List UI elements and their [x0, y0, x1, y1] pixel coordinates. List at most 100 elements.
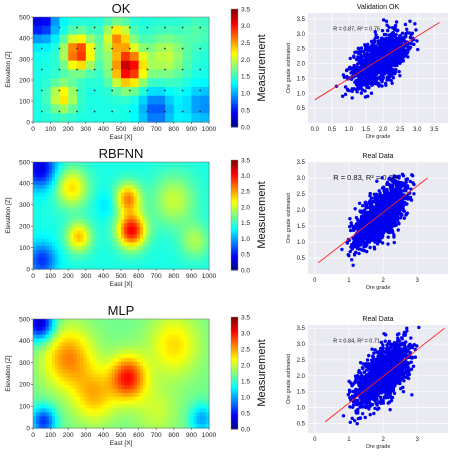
heatmap-cell	[80, 257, 84, 262]
heatmap-cell	[149, 165, 154, 171]
heatmap-cell	[191, 113, 201, 123]
colorbar-segment	[231, 119, 238, 122]
heatmap-cell	[55, 261, 59, 266]
sample-point	[76, 68, 78, 71]
heatmap-cell	[174, 165, 179, 171]
scatter-point	[366, 54, 371, 58]
scatter-point	[398, 33, 402, 38]
scatter-point	[397, 41, 401, 45]
heatmap-cell	[73, 169, 78, 175]
heatmap-cell	[187, 200, 191, 205]
heatmap-cell	[171, 238, 176, 243]
heatmap-cell	[133, 234, 138, 240]
scatter-point	[367, 205, 371, 210]
heatmap-cell	[86, 246, 91, 251]
heatmap-cell	[152, 188, 157, 194]
heatmap-cell	[67, 192, 72, 197]
heatmap-cell	[58, 234, 62, 240]
heatmap-cell	[94, 104, 104, 114]
heatmap-cell	[70, 257, 75, 262]
heatmap-cell	[68, 17, 78, 27]
heatmap-cell	[133, 242, 138, 247]
heatmap-cell	[205, 181, 210, 186]
heatmap-cell	[182, 69, 192, 79]
heatmap-cell	[177, 215, 182, 220]
heatmap-cell	[143, 261, 147, 266]
heatmap-cell	[138, 25, 148, 36]
heatmap-cell	[121, 200, 125, 205]
heatmap-cell	[121, 162, 125, 167]
heatmap-cell	[121, 165, 125, 171]
heatmap-cell	[51, 207, 56, 213]
heatmap-cell	[83, 165, 88, 171]
heatmap-cell	[146, 192, 150, 197]
heatmap-cell	[94, 78, 104, 88]
heatmap-cell	[77, 181, 81, 186]
heatmap-cell	[73, 211, 78, 217]
heatmap-cell	[158, 226, 163, 232]
heatmap-cell	[58, 226, 62, 232]
heatmap-cell	[183, 253, 188, 259]
heatmap-cell	[33, 169, 37, 175]
heatmap-cell	[51, 211, 56, 217]
heatmap-cell	[61, 192, 66, 197]
heatmap-cell	[42, 162, 47, 167]
colorbar-segment	[231, 79, 238, 83]
heatmap-cell	[190, 204, 194, 209]
heatmap-cell	[58, 181, 62, 186]
heatmap-cell	[146, 162, 150, 167]
x-tick-label: 800	[168, 126, 179, 133]
heatmap-cell	[200, 87, 210, 97]
heatmap-cell	[103, 95, 113, 106]
heatmap-cell	[61, 246, 66, 251]
scatter-point	[358, 243, 363, 247]
colorbar-segment	[231, 91, 238, 95]
heatmap-cell	[58, 230, 62, 236]
heatmap-cell	[58, 219, 62, 224]
sample-point	[58, 89, 61, 92]
heatmap-cell	[205, 261, 210, 266]
heatmap-cell	[127, 211, 132, 217]
heatmap-cell	[70, 184, 75, 190]
colorbar-segment	[231, 28, 238, 32]
heatmap-cell	[152, 249, 157, 255]
scatter-point	[402, 35, 406, 39]
heatmap-cell	[158, 192, 163, 197]
scatter-point	[391, 184, 395, 188]
sample-point	[128, 47, 131, 50]
heatmap-cell	[133, 184, 138, 190]
heatmap-cell	[105, 219, 110, 224]
heatmap-cell	[77, 188, 81, 194]
heatmap-cell	[149, 257, 154, 262]
heatmap-cell	[67, 215, 72, 220]
heatmap-cell	[83, 169, 88, 175]
colorbar-segment	[231, 54, 238, 57]
heatmap-cell	[39, 246, 44, 251]
heatmap-cell	[51, 188, 56, 194]
sample-point	[146, 68, 149, 71]
heatmap-cell	[36, 253, 40, 259]
heatmap-cell	[86, 169, 91, 175]
heatmap-cell	[193, 257, 198, 262]
heatmap-cell	[33, 184, 37, 190]
heatmap-cell	[39, 211, 44, 217]
heatmap-cell	[112, 17, 122, 27]
scatter-point	[378, 66, 382, 70]
heatmap-cell	[85, 78, 96, 88]
colorbar-segment	[231, 229, 238, 232]
heatmap-cell	[61, 169, 66, 175]
heatmap-cell	[114, 261, 119, 266]
heatmap-cell	[158, 215, 163, 220]
scatter-point	[362, 69, 366, 74]
sample-point	[146, 110, 149, 113]
heatmap-cell	[143, 215, 147, 220]
heatmap-cell	[139, 246, 144, 251]
heatmap-cell	[68, 60, 78, 71]
heatmap-cell	[177, 177, 182, 182]
heatmap-cell	[48, 173, 53, 178]
heatmap-cell	[187, 253, 191, 259]
heatmap-cell	[39, 181, 44, 186]
heatmap-cell	[205, 173, 210, 178]
heatmap-cell	[102, 177, 106, 182]
heatmap-cell	[190, 230, 194, 236]
